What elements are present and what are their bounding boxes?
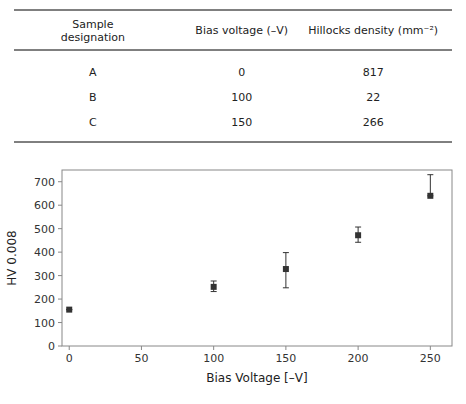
x-tick-label: 0	[66, 352, 73, 365]
scatter-plot: 0 50 100 150 200 250 0 100 200 300 400 500 600 700 Bia…	[5, 170, 452, 385]
table-header-line: Hillocks density (mm⁻²)	[308, 24, 438, 37]
error-bar-upper	[430, 175, 431, 196]
y-tick	[58, 252, 62, 253]
point	[355, 232, 361, 238]
x-tick	[69, 346, 70, 350]
y-tick	[58, 228, 62, 229]
y-tick-label: 700	[34, 176, 55, 189]
chart-root: Sampledesignation Bias voltage (–V) Hilloc…	[0, 0, 466, 404]
error-cap-lower	[283, 287, 289, 288]
y-tick	[58, 346, 62, 347]
x-tick-label: 250	[420, 352, 441, 365]
x-tick-label: 100	[203, 352, 224, 365]
x-axis-label: Bias Voltage [–V]	[206, 371, 307, 385]
x-tick	[358, 346, 359, 350]
y-tick	[58, 181, 62, 182]
table-cell: 100	[231, 91, 252, 104]
table-header: Hillocks density (mm⁻²)	[308, 24, 438, 37]
table-cell: B	[89, 91, 97, 104]
error-cap-lower	[355, 242, 361, 243]
table-header-line: designation	[61, 31, 125, 44]
error-cap-upper	[355, 227, 361, 228]
y-axis-label: HV 0.008	[5, 230, 19, 285]
table: Sampledesignation Bias voltage (–V) Hilloc…	[14, 10, 452, 142]
point	[211, 284, 217, 290]
y-tick-label: 500	[34, 223, 55, 236]
marks	[66, 175, 433, 313]
table-rule	[14, 10, 452, 11]
point	[427, 193, 433, 199]
point	[283, 266, 289, 272]
table-cell: 266	[363, 116, 384, 129]
x-tick-label: 150	[275, 352, 296, 365]
x-tick-label: 200	[348, 352, 369, 365]
table-cell: 150	[231, 116, 252, 129]
table-header: Bias voltage (–V)	[195, 24, 288, 37]
y-tick	[58, 322, 62, 323]
x-tick	[141, 346, 142, 350]
table-cell: 22	[366, 91, 380, 104]
y-tick	[58, 299, 62, 300]
table-header: Sampledesignation	[61, 18, 125, 44]
error-cap-upper	[211, 280, 217, 281]
table-cell: 0	[238, 66, 245, 79]
table-rule	[14, 142, 452, 143]
error-cap-lower	[211, 291, 217, 292]
x-tick	[285, 346, 286, 350]
table-cell: A	[89, 66, 97, 79]
table-cell: 817	[363, 66, 384, 79]
y-tick-label: 400	[34, 246, 55, 259]
x-tick	[430, 346, 431, 350]
error-cap-upper	[427, 174, 433, 175]
error-cap-upper	[283, 252, 289, 253]
x-tick-label: 50	[134, 352, 148, 365]
table-cell: C	[89, 116, 97, 129]
y-tick-label: 0	[48, 340, 55, 353]
table-header-line: Bias voltage (–V)	[195, 24, 288, 37]
plot-frame	[62, 170, 452, 346]
y-tick-label: 600	[34, 199, 55, 212]
y-tick-label: 300	[34, 270, 55, 283]
y-tick-label: 100	[34, 317, 55, 330]
point	[66, 307, 72, 313]
y-tick	[58, 205, 62, 206]
table-header-line: Sample	[72, 18, 113, 31]
table-rule	[14, 50, 452, 51]
y-tick	[58, 275, 62, 276]
x-tick	[213, 346, 214, 350]
y-tick-label: 200	[34, 293, 55, 306]
